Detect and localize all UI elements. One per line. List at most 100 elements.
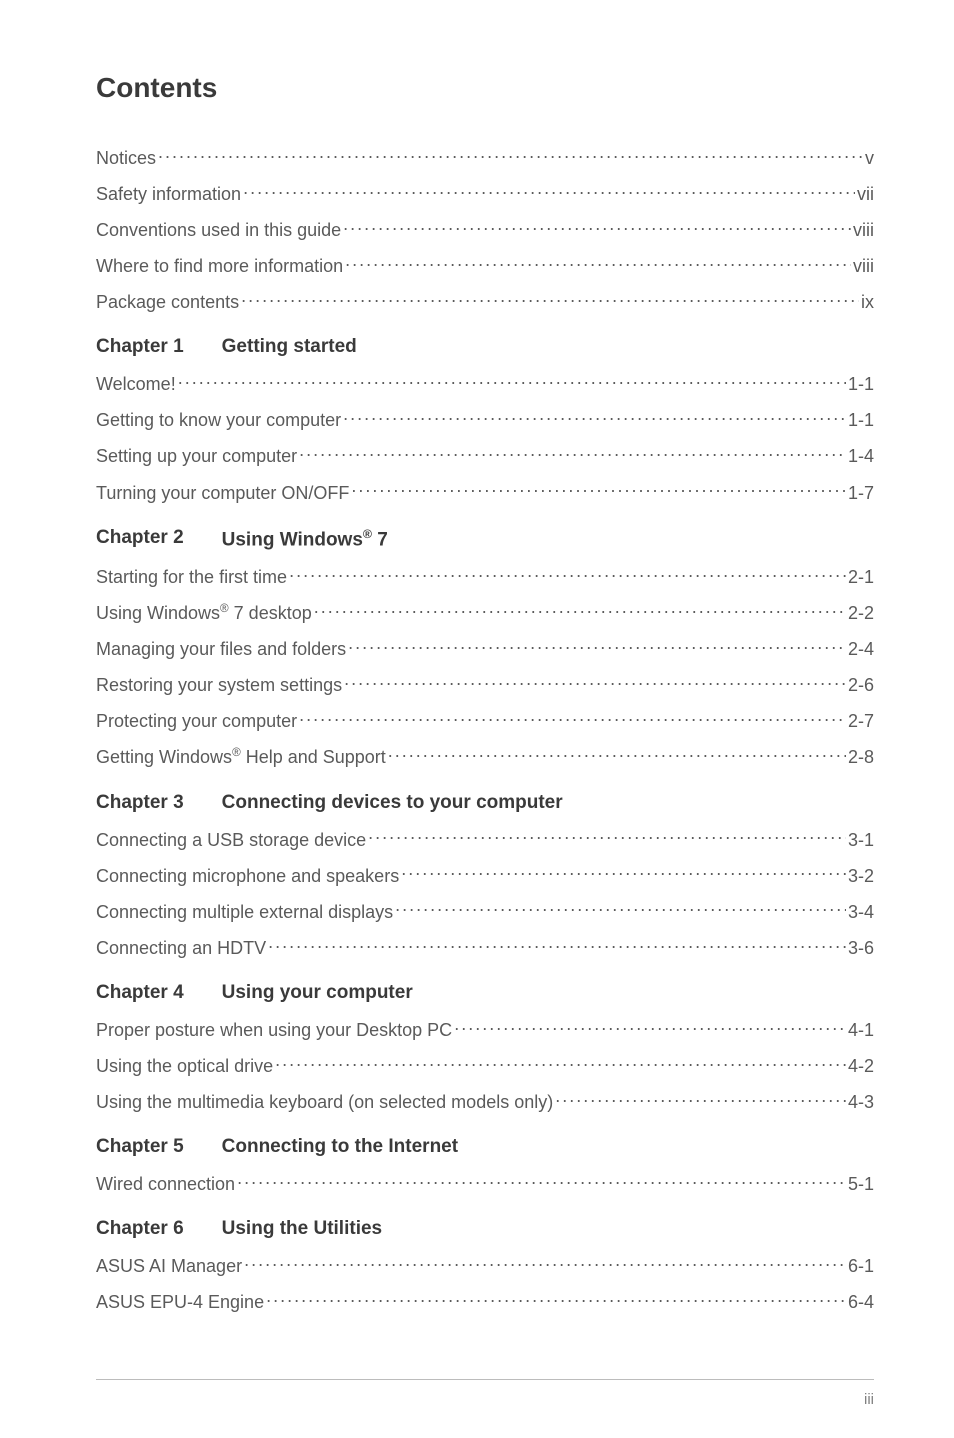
toc-row: Managing your files and folders 2-4 (96, 635, 874, 661)
toc-leader (158, 144, 863, 164)
toc-row: Protecting your computer 2-7 (96, 708, 874, 734)
toc-row: Where to find more information viii (96, 252, 874, 278)
chapter-heading: Chapter 5Connecting to the Internet (96, 1136, 874, 1158)
toc-page: 2-7 (848, 709, 874, 733)
toc-row: Connecting multiple external displays 3-… (96, 898, 874, 924)
chapter-title: Using the Utilities (222, 1218, 874, 1240)
chapter-section: ASUS AI Manager 6-1 ASUS EPU-4 Engine 6-4 (96, 1252, 874, 1314)
toc-page: ix (861, 290, 874, 314)
toc-row: ASUS AI Manager 6-1 (96, 1252, 874, 1278)
toc-leader (266, 1289, 846, 1309)
toc-page: 2-8 (848, 745, 874, 769)
toc-row: Using the optical drive 4-2 (96, 1052, 874, 1078)
toc-label: Package contents (96, 290, 239, 314)
toc-label: Notices (96, 146, 156, 170)
toc-leader (314, 599, 846, 619)
toc-leader (555, 1088, 846, 1108)
chapter-section: Welcome! 1-1 Getting to know your compute… (96, 370, 874, 504)
toc-leader (345, 252, 851, 272)
toc-leader (351, 479, 846, 499)
toc-leader (241, 288, 859, 308)
toc-leader (237, 1170, 846, 1190)
toc-leader (401, 862, 846, 882)
toc-row: Proper posture when using your Desktop P… (96, 1016, 874, 1042)
toc-row: Getting to know your computer 1-1 (96, 407, 874, 433)
toc-label: Proper posture when using your Desktop P… (96, 1018, 452, 1042)
chapter-section: Wired connection 5-1 (96, 1170, 874, 1196)
toc-page: 2-1 (848, 565, 874, 589)
chapter-label: Chapter 3 (96, 792, 184, 814)
contents-title: Contents (96, 72, 874, 104)
footer-rule (96, 1379, 874, 1380)
toc-row: Using the multimedia keyboard (on select… (96, 1088, 874, 1114)
toc-label: Connecting multiple external displays (96, 900, 393, 924)
toc-row: Conventions used in this guide viii (96, 216, 874, 242)
toc-page: 4-3 (848, 1090, 874, 1114)
toc-label: Connecting microphone and speakers (96, 864, 399, 888)
toc-row: Setting up your computer 1-4 (96, 443, 874, 469)
toc-label: Setting up your computer (96, 444, 297, 468)
toc-leader (343, 216, 851, 236)
toc-label: ASUS AI Manager (96, 1254, 242, 1278)
toc-leader (244, 1252, 846, 1272)
toc-page: 1-1 (848, 372, 874, 396)
toc-row: ASUS EPU-4 Engine 6-4 (96, 1289, 874, 1315)
toc-row: Package contents ix (96, 288, 874, 314)
page: Contents Notices v Safety information vii… (0, 0, 954, 1438)
toc-page: 3-1 (848, 828, 874, 852)
toc-page: 4-2 (848, 1054, 874, 1078)
toc-page: 3-6 (848, 936, 874, 960)
toc-page: 2-4 (848, 637, 874, 661)
toc-page: viii (853, 254, 874, 278)
chapter-title: Connecting to the Internet (222, 1136, 874, 1158)
page-number: iii (864, 1391, 874, 1408)
toc-label: Turning your computer ON/OFF (96, 481, 349, 505)
toc-label: Safety information (96, 182, 241, 206)
chapter-heading: Chapter 1 Getting started (96, 336, 874, 358)
toc-label: Using the optical drive (96, 1054, 273, 1078)
toc-row: Welcome! 1-1 (96, 370, 874, 396)
toc-label: Where to find more information (96, 254, 343, 278)
toc-leader (289, 563, 846, 583)
toc-page: 3-4 (848, 900, 874, 924)
toc-leader (268, 934, 846, 954)
toc-row: Connecting a USB storage device 3-1 (96, 826, 874, 852)
toc-label: Getting Windows® Help and Support (96, 745, 386, 769)
toc-page: 3-2 (848, 864, 874, 888)
toc-leader (178, 370, 846, 390)
toc-label: Connecting a USB storage device (96, 828, 366, 852)
toc-label: Protecting your computer (96, 709, 297, 733)
toc-page: 1-4 (848, 444, 874, 468)
chapter-label: Chapter 1 (96, 336, 184, 358)
toc-label: Welcome! (96, 372, 176, 396)
toc-label: Using Windows® 7 desktop (96, 601, 312, 625)
toc-label: Managing your files and folders (96, 637, 346, 661)
toc-page: 1-7 (848, 481, 874, 505)
toc-row: Using Windows® 7 desktop 2-2 (96, 599, 874, 625)
toc-leader (344, 671, 846, 691)
chapter-heading: Chapter 3 Connecting devices to your comp… (96, 792, 874, 814)
chapter-label: Chapter 4 (96, 982, 184, 1004)
chapter-section: Proper posture when using your Desktop P… (96, 1016, 874, 1114)
chapter-title: Connecting devices to your computer (222, 792, 874, 814)
toc-row: Connecting microphone and speakers 3-2 (96, 862, 874, 888)
chapter-heading: Chapter 2Using Windows® 7 (96, 527, 874, 551)
toc-label: Getting to know your computer (96, 408, 341, 432)
toc-row: Getting Windows® Help and Support 2-8 (96, 744, 874, 770)
toc-leader (343, 407, 846, 427)
chapter-title: Getting started (222, 336, 874, 358)
chapter-title: Using Windows® 7 (222, 527, 874, 551)
toc-row: Notices v (96, 144, 874, 170)
toc-page: 2-2 (848, 601, 874, 625)
toc-label: ASUS EPU-4 Engine (96, 1290, 264, 1314)
toc-label: Wired connection (96, 1172, 235, 1196)
toc-row: Wired connection 5-1 (96, 1170, 874, 1196)
toc-leader (348, 635, 846, 655)
toc-leader (299, 708, 846, 728)
toc-leader (454, 1016, 846, 1036)
toc-label: Starting for the first time (96, 565, 287, 589)
toc-page: 2-6 (848, 673, 874, 697)
chapter-title: Using your computer (222, 982, 874, 1004)
toc-leader (299, 443, 846, 463)
toc-leader (395, 898, 846, 918)
